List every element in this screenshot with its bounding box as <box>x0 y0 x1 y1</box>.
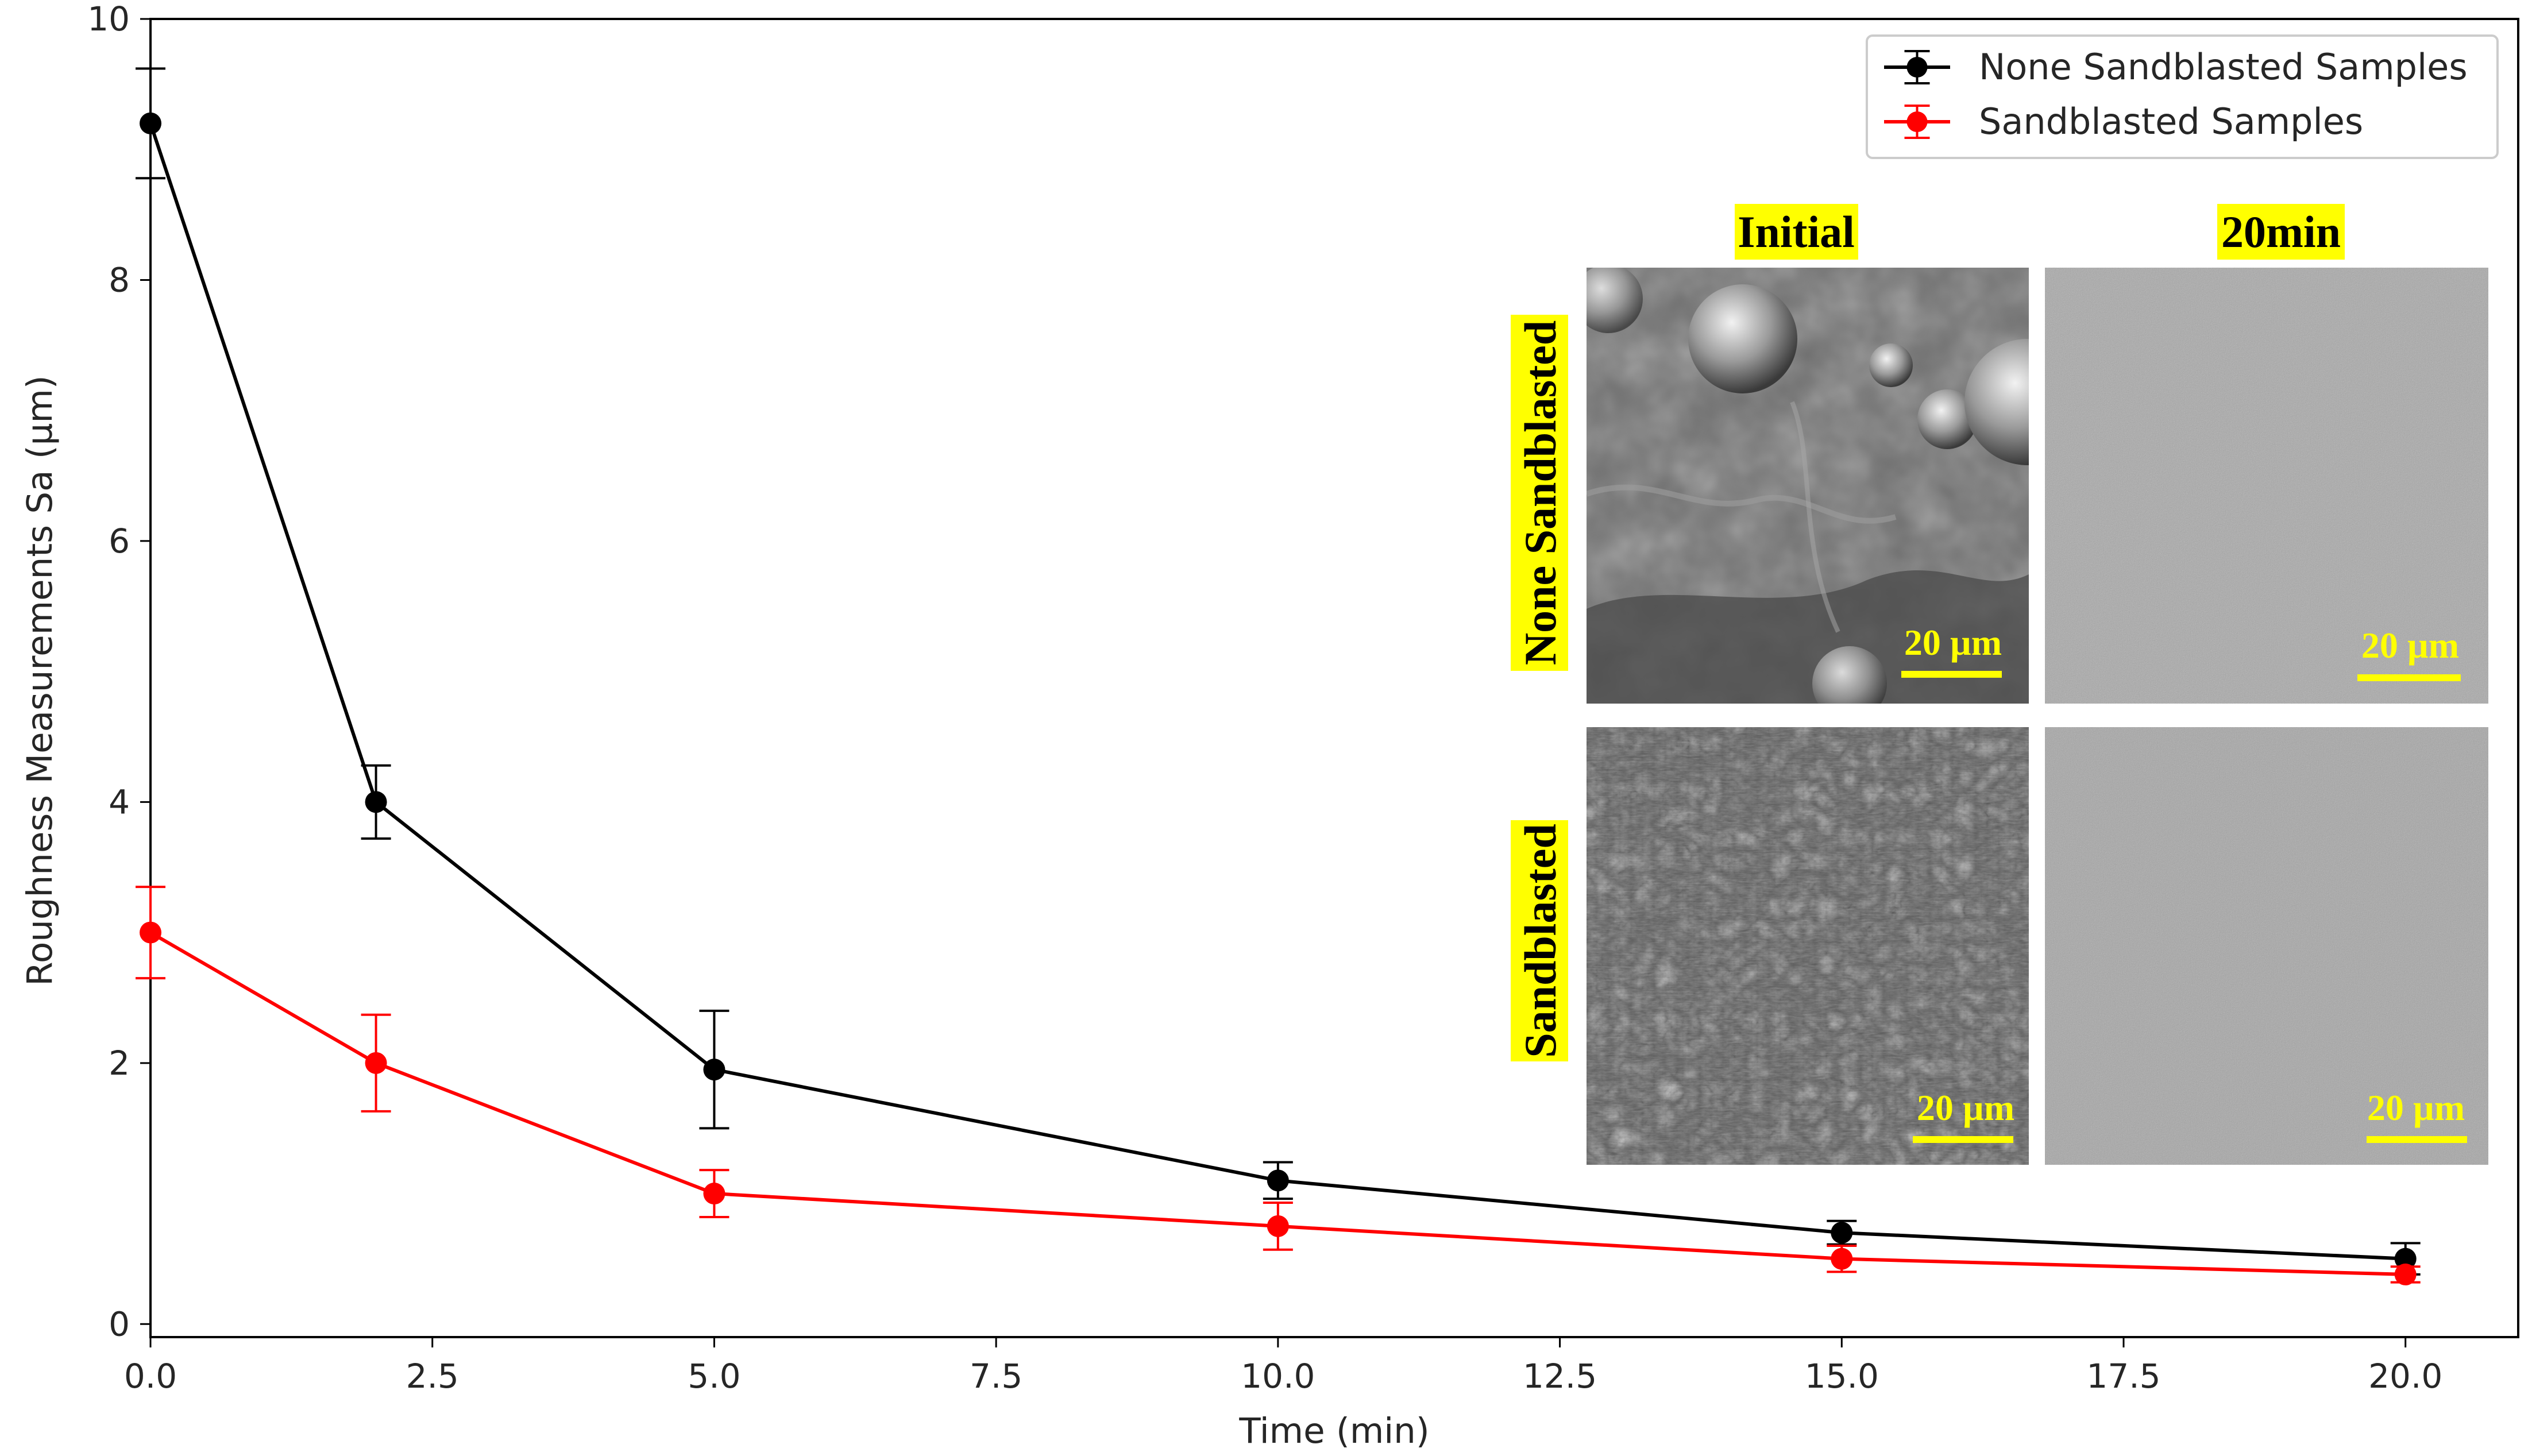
legend: None Sandblasted Samples Sandblasted Samp… <box>1866 34 2499 159</box>
column-title-initial: Initial <box>1738 207 1855 257</box>
micrograph-sand-initial <box>1587 727 2029 1165</box>
x-tick-label: 12.5 <box>1523 1357 1597 1396</box>
legend-marker-1 <box>1906 111 1928 132</box>
y-tick-label: 0 <box>109 1304 130 1343</box>
scale-label-b: 20 µm <box>2361 625 2459 666</box>
scale-label-a: 20 µm <box>1904 622 2002 663</box>
x-tick-label: 0.0 <box>124 1357 177 1396</box>
legend-label-0: None Sandblasted Samples <box>1979 46 2468 88</box>
column-title-20min: 20min <box>2221 207 2341 257</box>
legend-label-1: Sandblasted Samples <box>1979 101 2363 142</box>
data-point <box>140 112 161 134</box>
title-bg-20min <box>2217 204 2345 260</box>
series-line-1 <box>149 930 2406 1276</box>
data-point <box>1831 1222 1853 1244</box>
series-layer <box>136 67 2421 1285</box>
data-point <box>1831 1248 1853 1270</box>
data-point <box>365 791 387 813</box>
data-point <box>365 1052 387 1074</box>
scale-bar-d <box>2367 1136 2467 1143</box>
y-axis-label: Roughness Measurements Sa (µm) <box>20 375 60 986</box>
data-point <box>140 921 161 944</box>
y-tick-label: 10 <box>87 0 130 38</box>
data-point <box>2394 1263 2417 1285</box>
x-tick-label: 20.0 <box>2368 1357 2442 1396</box>
y-tick-label: 2 <box>109 1044 130 1083</box>
y-tick-label: 6 <box>109 522 130 561</box>
row-label-sandblasted: Sandblasted <box>1515 824 1565 1058</box>
y-tick-label: 8 <box>109 260 130 299</box>
legend-marker-0 <box>1906 57 1928 78</box>
micrograph-sand-20min <box>2045 727 2488 1165</box>
plot-frame <box>149 18 2519 1338</box>
scale-label-d: 20 µm <box>2367 1087 2465 1128</box>
data-point <box>703 1059 725 1081</box>
data-point <box>1267 1169 1289 1192</box>
scale-bar-a <box>1901 671 2002 678</box>
data-point <box>1267 1215 1289 1237</box>
x-tick-label: 17.5 <box>2086 1357 2160 1396</box>
row-label-bg-none <box>1511 315 1568 671</box>
y-tick-label: 4 <box>109 782 130 821</box>
x-tick-label: 15.0 <box>1805 1357 1879 1396</box>
sem-inset: Initial 20min None Sandblasted Sandblast… <box>1511 204 2488 1165</box>
row-label-bg-sandblasted <box>1511 820 1568 1061</box>
micrograph-none-initial <box>1587 268 2029 704</box>
micrograph-none-20min <box>2045 268 2488 704</box>
scale-label-c: 20 µm <box>1917 1087 2014 1128</box>
x-tick-label: 10.0 <box>1241 1357 1315 1396</box>
y-axis-ticks: 0 2 4 6 8 10 <box>87 0 150 1343</box>
x-axis-ticks: 0.0 2.5 5.0 7.5 10.0 12.5 15.0 17.5 20.0 <box>124 1337 2442 1396</box>
series-line-0 <box>149 122 2406 1261</box>
scale-bar-b <box>2357 674 2461 681</box>
legend-box <box>1866 34 2499 159</box>
x-tick-label: 2.5 <box>406 1357 459 1396</box>
x-axis-label: Time (min) <box>1238 1411 1429 1451</box>
x-tick-label: 5.0 <box>688 1357 740 1396</box>
row-label-none-sandblasted: None Sandblasted <box>1515 320 1565 665</box>
data-point <box>703 1183 725 1205</box>
x-tick-label: 7.5 <box>970 1357 1022 1396</box>
data-point <box>2394 1248 2417 1270</box>
scale-bar-c <box>1913 1136 2013 1143</box>
title-bg-initial <box>1735 204 1858 260</box>
